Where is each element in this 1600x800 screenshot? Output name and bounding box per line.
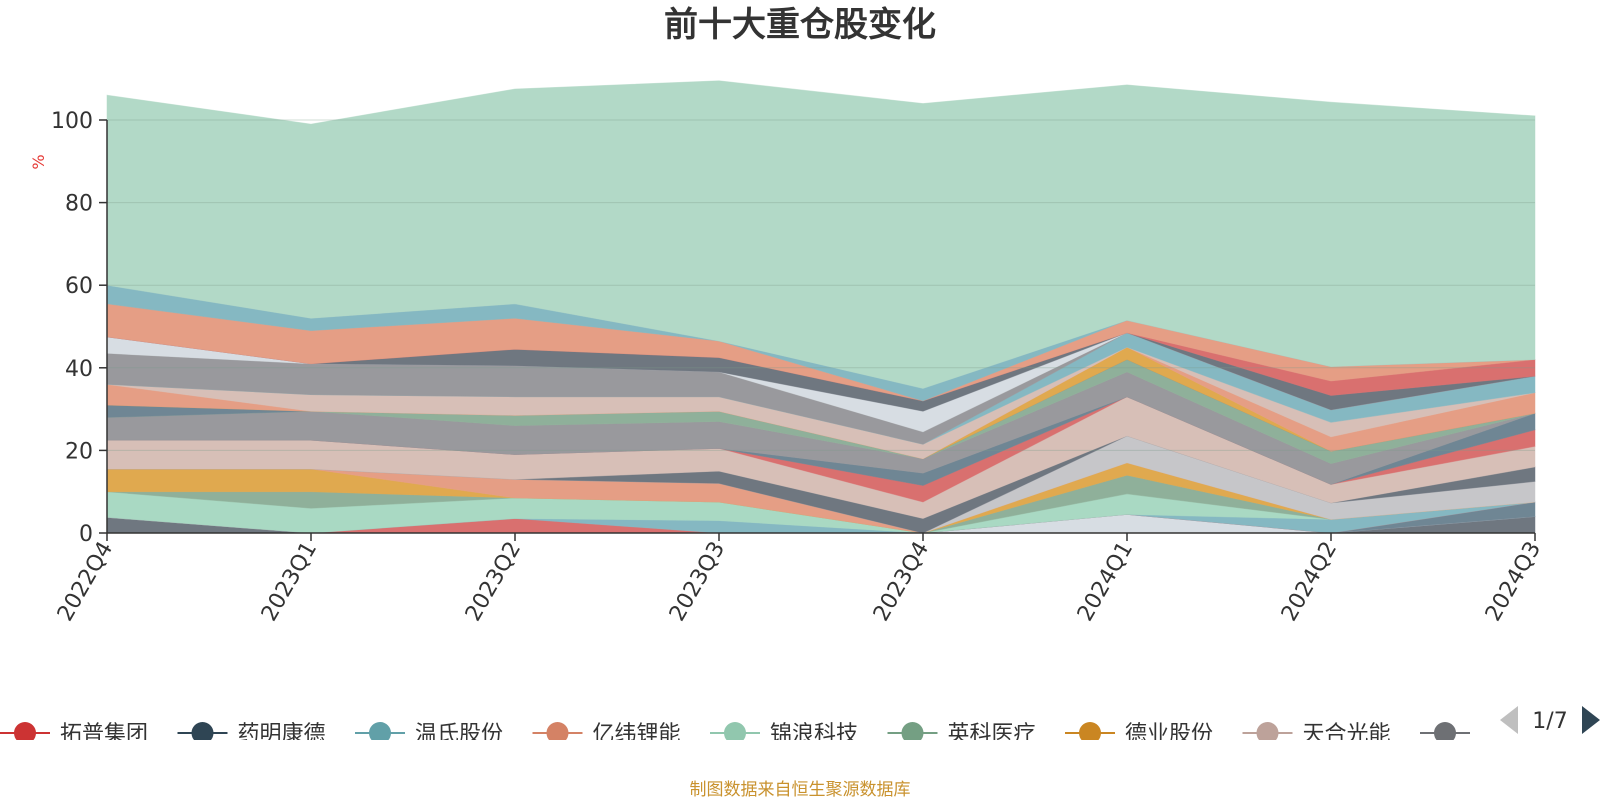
legend-item-8[interactable]: 天合光能 <box>1242 722 1391 747</box>
y-tick-label-1: 20 <box>65 439 93 464</box>
legend-label: 英科医疗 <box>948 722 1036 747</box>
legend-item-1[interactable]: 拓普集团 <box>0 722 148 747</box>
x-tick-label-1: 2023Q1 <box>257 538 322 626</box>
y-tick-label-5: 100 <box>51 109 93 134</box>
legend-label: 亿纬锂能 <box>593 722 681 747</box>
legend-circle-icon <box>14 722 36 740</box>
legend-circle-icon <box>724 722 746 740</box>
y-tick-label-0: 0 <box>79 522 93 547</box>
x-tick-label-5: 2024Q1 <box>1073 538 1138 626</box>
area-series-28 <box>106 80 1536 389</box>
legend-item-5[interactable]: 锦浪科技 <box>710 722 858 747</box>
legend-page-indicator: 1/7 <box>1532 709 1567 734</box>
x-tick-label-3: 2023Q3 <box>665 538 730 626</box>
legend-pager: 1/7 <box>1500 706 1600 734</box>
y-tick-label-2: 40 <box>65 357 93 382</box>
grid-lines <box>107 119 1535 451</box>
y-tick-label-4: 80 <box>65 192 93 217</box>
area-series-group <box>106 80 1536 534</box>
legend-item-3[interactable]: 温氏股份 <box>355 722 503 747</box>
legend-item-2[interactable]: 药明康德 <box>177 722 326 747</box>
legend-next-page-icon[interactable] <box>1582 706 1600 734</box>
y-axis-unit-label: % <box>29 154 48 169</box>
legend-circle-icon <box>191 722 214 740</box>
x-tick-label-7: 2024Q3 <box>1481 538 1546 626</box>
x-tick-label-0: 2022Q4 <box>53 538 118 626</box>
legend-items: 拓普集团 药明康德 温氏股份 亿纬锂能 锦浪科技 英科医疗 德业股份 天合光能 <box>0 722 1470 747</box>
legend-item-7[interactable]: 德业股份 <box>1065 722 1213 747</box>
legend-item-6[interactable]: 英科医疗 <box>887 722 1036 747</box>
legend-circle-icon <box>1434 722 1456 740</box>
legend-item-9[interactable] <box>1420 722 1470 744</box>
y-tick-label-3: 60 <box>65 274 93 299</box>
x-tick-label-4: 2023Q4 <box>869 538 934 626</box>
x-tick-label-2: 2023Q2 <box>461 538 526 626</box>
legend-circle-icon <box>1256 722 1279 740</box>
legend-prev-page-icon[interactable] <box>1500 706 1518 734</box>
legend-circle-icon <box>901 722 924 740</box>
legend-label: 锦浪科技 <box>770 722 858 747</box>
legend-label: 天合光能 <box>1303 722 1391 747</box>
legend-label: 德业股份 <box>1125 722 1213 747</box>
legend-label: 温氏股份 <box>415 722 503 747</box>
chart-title: 前十大重仓股变化 <box>664 5 936 45</box>
legend-circle-icon <box>546 722 569 740</box>
legend-circle-icon <box>369 722 391 740</box>
legend-label: 药明康德 <box>238 722 326 747</box>
x-tick-label-6: 2024Q2 <box>1277 538 1342 626</box>
legend-label: 拓普集团 <box>60 722 148 747</box>
legend-circle-icon <box>1079 722 1101 740</box>
legend: 拓普集团 药明康德 温氏股份 亿纬锂能 锦浪科技 英科医疗 德业股份 天合光能 <box>0 722 1470 747</box>
data-source-note: 制图数据来自恒生聚源数据库 <box>690 780 911 800</box>
legend-item-4[interactable]: 亿纬锂能 <box>532 722 681 747</box>
